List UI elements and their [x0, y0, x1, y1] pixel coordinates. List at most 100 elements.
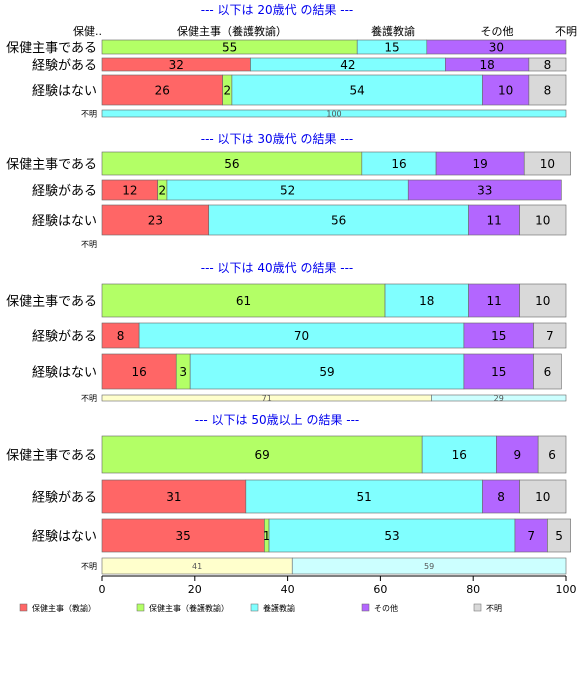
category-label: 経験がある	[32, 59, 97, 74]
data-label: 42	[340, 58, 355, 72]
bar-segment	[101, 518, 265, 553]
bar-segment	[268, 518, 516, 553]
data-label: 16	[391, 157, 406, 171]
legend-swatch	[136, 603, 145, 612]
legend-label: 養護教諭	[263, 603, 295, 613]
data-label: 52	[280, 184, 295, 198]
data-label: 18	[419, 294, 434, 308]
bar-segment	[101, 322, 140, 349]
legend-label: 保健主事（教諭）	[32, 603, 96, 613]
bar-segment	[208, 204, 469, 236]
bar-segment	[101, 283, 386, 318]
category-label: 不明	[81, 110, 97, 119]
panel-title: --- 以下は 20歳代 の結果 ---	[201, 3, 354, 17]
data-label: 6	[548, 448, 556, 462]
category-label: 経験がある	[32, 491, 97, 506]
category-label: 経験はない	[32, 214, 97, 229]
category-label: 保健主事である	[6, 41, 97, 56]
bar-segment	[468, 204, 520, 236]
bar-segment	[514, 518, 548, 553]
bar-segment	[528, 57, 567, 72]
legend-swatch	[19, 603, 28, 612]
category-label: 経験がある	[32, 330, 97, 345]
data-label: 29	[494, 394, 504, 403]
data-label: 10	[535, 214, 550, 228]
data-label: 59	[319, 365, 334, 379]
data-label: 35	[176, 529, 191, 543]
panel-title: --- 以下は 40歳代 の結果 ---	[201, 261, 354, 275]
data-label: 32	[169, 58, 184, 72]
data-label: 12	[122, 184, 137, 198]
category-label: 保健主事である	[6, 158, 97, 173]
x-tick-label: 40	[281, 583, 295, 596]
bar-segment	[519, 479, 567, 514]
data-label: 7	[546, 329, 554, 343]
data-label: 7	[527, 529, 535, 543]
data-label: 3	[179, 365, 187, 379]
category-label: 経験がある	[32, 184, 97, 199]
data-label: 9	[513, 448, 521, 462]
category-label: 保健主事である	[6, 449, 97, 464]
bar-segment	[426, 39, 567, 55]
data-label: 59	[424, 562, 434, 571]
x-tick-label: 60	[373, 583, 387, 596]
x-tick-label: 80	[466, 583, 480, 596]
header-label: 保健主事（養護教諭）	[177, 24, 287, 38]
category-label: 経験はない	[32, 530, 97, 545]
data-label: 11	[486, 214, 501, 228]
bar-segment	[431, 394, 567, 402]
data-label: 51	[357, 490, 372, 504]
data-label: 100	[326, 110, 341, 119]
category-label: 経験はない	[32, 366, 97, 381]
bar-segment	[537, 435, 567, 474]
category-label: 経験はない	[32, 84, 97, 99]
bar-segment	[384, 283, 469, 318]
data-label: 71	[262, 394, 272, 403]
legend-label: 不明	[486, 604, 502, 613]
bar-segment	[528, 74, 567, 106]
bar-segment	[482, 479, 520, 514]
bar-segment	[547, 518, 571, 553]
data-label: 16	[452, 448, 467, 462]
data-label: 15	[491, 329, 506, 343]
data-label: 10	[535, 490, 550, 504]
bar-segment	[519, 204, 567, 236]
panel-title: --- 以下は 50歳以上 の結果 ---	[195, 413, 360, 427]
data-label: 26	[155, 84, 170, 98]
data-label: 30	[489, 41, 504, 55]
header-label: 不明	[555, 25, 577, 38]
category-label: 不明	[81, 240, 97, 249]
bar-segment	[523, 151, 571, 176]
data-label: 8	[117, 329, 125, 343]
data-label: 2	[223, 84, 231, 98]
data-label: 41	[192, 562, 202, 571]
legend-swatch	[361, 603, 370, 612]
bar-segment	[533, 322, 567, 349]
data-label: 56	[224, 157, 239, 171]
data-label: 10	[535, 294, 550, 308]
data-label: 55	[222, 41, 237, 55]
bar-segment	[101, 479, 247, 514]
bar-segment	[101, 353, 177, 390]
data-label: 5	[555, 529, 563, 543]
legend-label: 保健主事（養護教諭）	[149, 603, 229, 613]
data-label: 15	[491, 365, 506, 379]
bar-segment	[245, 479, 483, 514]
data-label: 2	[158, 184, 166, 198]
data-label: 16	[131, 365, 146, 379]
category-label: 保健主事である	[6, 295, 97, 310]
header-label: その他	[481, 25, 514, 38]
data-label: 6	[544, 365, 552, 379]
bar-segment	[468, 283, 520, 318]
bar-segment	[291, 557, 567, 575]
header-label: 養護教諭	[371, 24, 415, 38]
data-label: 33	[477, 184, 492, 198]
data-label: 19	[473, 157, 488, 171]
bar-segment	[138, 322, 465, 349]
bar-segment	[463, 322, 534, 349]
data-label: 18	[479, 58, 494, 72]
bar-segment	[101, 204, 210, 236]
data-label: 11	[486, 294, 501, 308]
bar-segment	[407, 179, 562, 201]
